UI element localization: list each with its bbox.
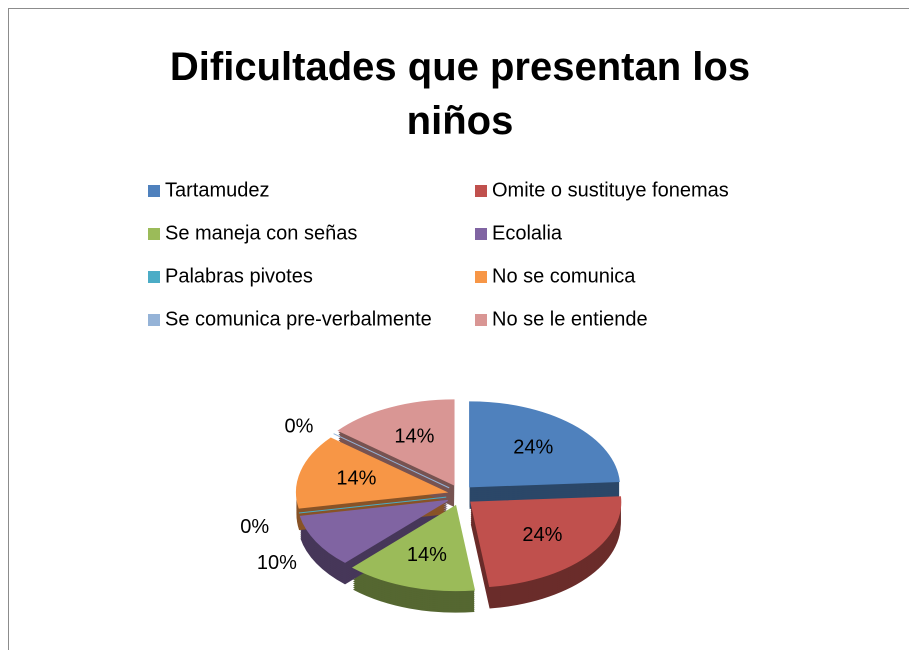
legend-label: Omite o sustituye fonemas <box>492 179 729 201</box>
legend-label: Tartamudez <box>165 179 270 201</box>
slice <box>333 433 450 489</box>
data-label: 10% <box>257 552 297 574</box>
slice <box>299 499 448 563</box>
data-label: 24% <box>513 437 553 459</box>
chart-title: Dificultades que presentan los niños <box>169 45 751 143</box>
legend-swatch <box>475 228 487 240</box>
slice <box>295 437 449 509</box>
data-label: 0% <box>240 516 269 538</box>
data-label: 0% <box>285 416 314 438</box>
legend-swatch <box>148 271 160 283</box>
legend-swatch <box>475 185 487 197</box>
data-label: 14% <box>407 544 447 566</box>
legend-swatch <box>148 314 160 326</box>
legend-label: Palabras pivotes <box>165 265 313 287</box>
data-label: 14% <box>394 425 434 447</box>
data-label: 14% <box>336 467 376 489</box>
slice <box>469 401 620 488</box>
frame <box>8 8 909 650</box>
slice <box>470 496 622 587</box>
legend-swatch <box>148 185 160 197</box>
legend-label: No se comunica <box>492 265 636 287</box>
legend-label: No se le entiende <box>492 308 648 330</box>
legend-label: Se comunica pre-verbalmente <box>165 308 432 330</box>
legend-swatch <box>148 228 160 240</box>
legend-swatch <box>475 271 487 283</box>
data-label: 24% <box>522 524 562 546</box>
legend-label: Se maneja con señas <box>165 222 357 244</box>
legend-label: Ecolalia <box>492 222 563 244</box>
slice <box>351 504 476 592</box>
legend-swatch <box>475 314 487 326</box>
slice <box>298 496 447 514</box>
slice <box>337 399 455 486</box>
